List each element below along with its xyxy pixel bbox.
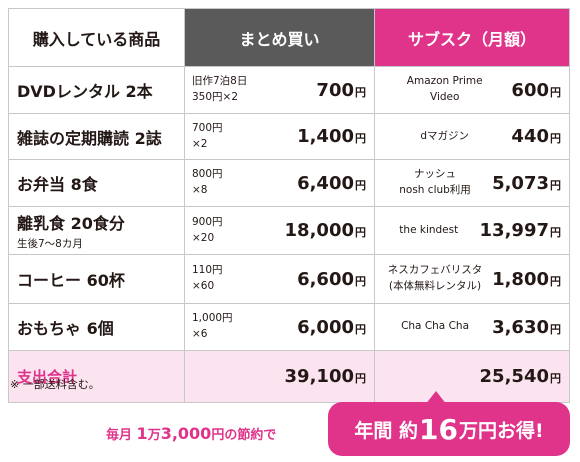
sub-detail: the kindest <box>399 223 459 236</box>
total-sub-yen-unit: 円 <box>550 372 561 385</box>
row-2-bulk-cell: 800円 ×8 6,400円 <box>185 160 375 207</box>
row-3-sub-cell: the kindest 13,997円 <box>375 207 570 255</box>
item-name: おもちゃ 6個 <box>17 319 114 338</box>
comparison-table: 購入している商品 まとめ買い サブスク（月額） DVDレンタル 2本 旧作7泊8日… <box>8 8 570 403</box>
annual-saving-bubble: 年間 約 16 万円お得! <box>328 402 570 456</box>
bulk-detail: 1,000円 ×6 <box>192 312 233 340</box>
bulk-detail: 110円 ×60 <box>192 264 223 292</box>
saving-post: 円の節約で <box>211 428 277 443</box>
sub-detail: ネスカフェバリスタ (本体無料レンタル) <box>387 264 483 292</box>
bulk-yen-unit: 円 <box>355 322 366 336</box>
total-bulk-yen-unit: 円 <box>355 372 366 385</box>
bulk-yen-unit: 円 <box>355 226 366 239</box>
bulk-price: 6,400円 <box>297 173 366 194</box>
row-4-bulk-cell: 110円 ×60 6,600円 <box>185 255 375 304</box>
row-0-item-cell: DVDレンタル 2本 <box>9 67 185 114</box>
saving-pre: 毎月 <box>106 428 133 443</box>
row-1-item-cell: 雑誌の定期購読 2誌 <box>9 114 185 160</box>
sub-price: 13,997円 <box>480 220 561 241</box>
sub-price: 1,800円 <box>492 269 561 290</box>
row-5-bulk-cell: 1,000円 ×6 6,000円 <box>185 304 375 351</box>
bulk-amount: 18,000 <box>284 220 354 241</box>
row-3-bulk-cell: 900円 ×20 18,000円 <box>185 207 375 255</box>
row-5-item-cell: おもちゃ 6個 <box>9 304 185 351</box>
sub-amount: 3,630 <box>492 316 549 338</box>
sub-yen-unit: 円 <box>550 274 561 288</box>
bubble-tail <box>425 391 447 405</box>
bulk-amount: 6,000 <box>297 316 354 338</box>
sub-yen-unit: 円 <box>550 132 561 145</box>
bulk-yen-unit: 円 <box>355 132 366 145</box>
total-bulk-cell: 39,100円 <box>185 351 375 403</box>
sub-yen-unit: 円 <box>550 178 561 192</box>
row-4-item-cell: コーヒー 60杯 <box>9 255 185 304</box>
bulk-amount: 6,400 <box>297 172 354 194</box>
saving-num1: 1 <box>136 424 148 443</box>
row-1-sub-cell: dマガジン 440円 <box>375 114 570 160</box>
row-3-item-cell: 離乳食 20食分生後7～8カ月 <box>9 207 185 255</box>
row-0-bulk-cell: 旧作7泊8日 350円×2 700円 <box>185 67 375 114</box>
bulk-yen-unit: 円 <box>355 178 366 192</box>
bubble-part2: 万円お得! <box>458 419 544 442</box>
item-name: DVDレンタル 2本 <box>17 82 153 101</box>
bulk-yen-unit: 円 <box>355 274 366 288</box>
bulk-amount: 6,600 <box>297 268 354 290</box>
sub-yen-unit: 円 <box>550 226 561 239</box>
item-subtext: 生後7～8カ月 <box>17 238 83 250</box>
sub-price: 440円 <box>511 126 561 147</box>
item-name: 離乳食 20食分 <box>17 214 125 233</box>
sub-detail: Cha Cha Cha <box>401 320 469 333</box>
header-subscription: サブスク（月額） <box>375 9 570 67</box>
sub-price: 3,630円 <box>492 317 561 338</box>
header-item: 購入している商品 <box>9 9 185 67</box>
bulk-yen-unit: 円 <box>355 85 366 99</box>
bulk-price: 700円 <box>316 80 366 101</box>
monthly-saving: 毎月 1万3,000円の節約で <box>106 424 276 443</box>
total-bulk-amount: 39,100 <box>284 366 354 387</box>
bulk-price: 1,400円 <box>297 126 366 147</box>
bulk-price: 6,000円 <box>297 317 366 338</box>
sub-price: 600円 <box>511 80 561 101</box>
total-label: 支出合計 <box>17 368 78 386</box>
row-5-sub-cell: Cha Cha Cha 3,630円 <box>375 304 570 351</box>
bubble-num: 16 <box>418 412 458 446</box>
item-name: コーヒー 60杯 <box>17 271 125 290</box>
sub-detail: ナッシュ nosh club利用 <box>399 168 471 196</box>
total-sub-cell: 25,540円 <box>375 351 570 403</box>
bulk-detail: 700円 ×2 <box>192 121 223 150</box>
total-label-cell: 支出合計 <box>9 351 185 403</box>
total-sub-amount: 25,540 <box>479 366 549 387</box>
bulk-detail: 900円 ×20 <box>192 215 223 244</box>
bulk-detail: 旧作7泊8日 350円×2 <box>192 75 248 103</box>
sub-amount: 13,997 <box>479 220 549 241</box>
row-0-sub-cell: Amazon Prime Video 600円 <box>375 67 570 114</box>
sub-amount: 5,073 <box>492 172 549 194</box>
sub-detail: dマガジン <box>420 129 470 142</box>
bulk-detail: 800円 ×8 <box>192 168 223 196</box>
bubble-part1: 年間 約 <box>354 419 418 442</box>
sub-amount: 600 <box>511 79 549 101</box>
saving-num2: 3,000 <box>160 424 212 443</box>
row-2-sub-cell: ナッシュ nosh club利用 5,073円 <box>375 160 570 207</box>
sub-amount: 1,800 <box>492 268 549 290</box>
sub-yen-unit: 円 <box>550 322 561 336</box>
row-2-item-cell: お弁当 8食 <box>9 160 185 207</box>
bulk-amount: 1,400 <box>297 126 354 147</box>
sub-detail: Amazon Prime Video <box>406 75 483 103</box>
bulk-price: 6,600円 <box>297 269 366 290</box>
item-name: 雑誌の定期購読 2誌 <box>17 128 162 148</box>
sub-amount: 440 <box>511 126 549 147</box>
total-sub-price: 25,540円 <box>480 366 561 387</box>
saving-man: 万 <box>147 428 161 443</box>
bulk-price: 18,000円 <box>285 220 366 241</box>
sub-yen-unit: 円 <box>550 85 561 99</box>
bulk-amount: 700 <box>316 79 354 101</box>
item-name: お弁当 8食 <box>17 175 98 194</box>
footnote: ※ 一部送料含む。 <box>10 378 100 391</box>
row-1-bulk-cell: 700円 ×2 1,400円 <box>185 114 375 160</box>
sub-price: 5,073円 <box>492 173 561 194</box>
row-4-sub-cell: ネスカフェバリスタ (本体無料レンタル) 1,800円 <box>375 255 570 304</box>
total-bulk-price: 39,100円 <box>285 366 366 387</box>
header-bulk: まとめ買い <box>185 9 375 67</box>
